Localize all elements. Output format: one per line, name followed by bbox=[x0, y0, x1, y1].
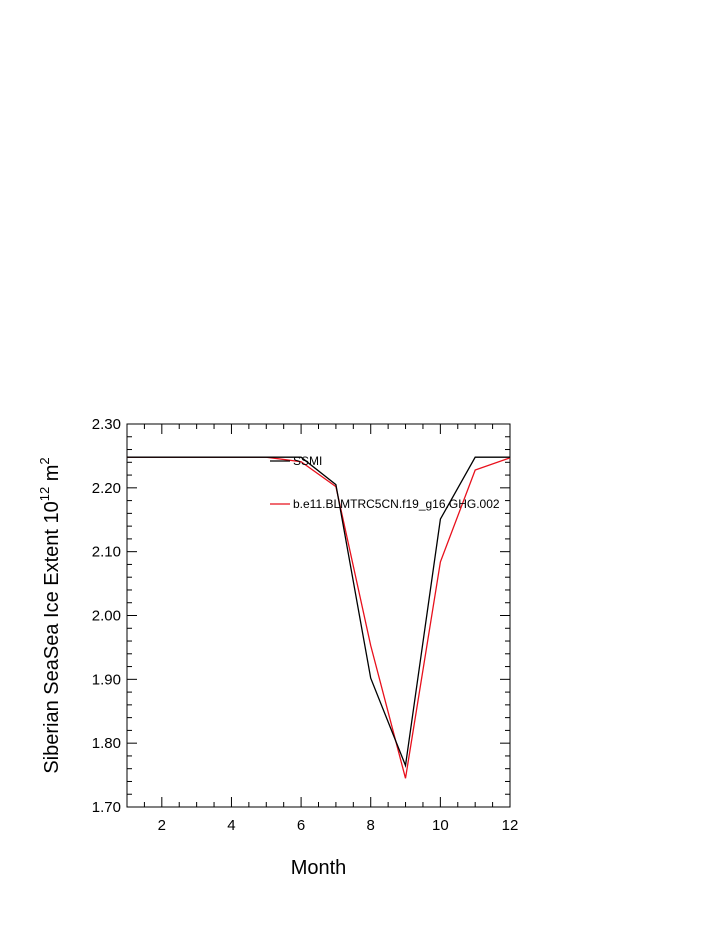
y-axis-title: Siberian SeaSea Ice Extent 1012 m2 bbox=[37, 457, 63, 773]
y-axis-title-exp2: 2 bbox=[37, 457, 52, 464]
svg-text:Siberian SeaSea Ice Extent 101: Siberian SeaSea Ice Extent 1012 m2 bbox=[37, 457, 63, 773]
x-tick-label: 8 bbox=[367, 817, 375, 834]
x-tick-label: 4 bbox=[227, 817, 235, 834]
series-line-ssmi bbox=[127, 456, 510, 769]
legend-label: SSMI bbox=[293, 454, 322, 468]
x-tick-label: 12 bbox=[502, 817, 519, 834]
y-tick-label: 2.10 bbox=[92, 544, 121, 561]
x-tick-label: 6 bbox=[297, 817, 305, 834]
y-axis-title-main: Siberian SeaSea Ice Extent 10 bbox=[41, 501, 63, 773]
legend-label: b.e11.BLMTRC5CN.f19_g16.GHG.002 bbox=[293, 497, 500, 511]
y-tick-label: 1.80 bbox=[92, 735, 121, 752]
plot-area bbox=[126, 423, 511, 808]
y-tick-label: 2.30 bbox=[92, 416, 121, 433]
y-tick-label: 1.90 bbox=[92, 671, 121, 688]
x-tick-label: 2 bbox=[158, 817, 166, 834]
y-axis-ticks: 1.70 1.80 1.90 2.00 2.10 2.20 2.30 bbox=[92, 416, 510, 816]
legend: SSMI b.e11.BLMTRC5CN.f19_g16.GHG.002 bbox=[270, 454, 500, 511]
y-axis-title-unit: m bbox=[41, 465, 63, 487]
series-lines bbox=[127, 456, 511, 779]
y-axis-title-exp1: 12 bbox=[37, 487, 52, 501]
x-axis-ticks: 2 4 6 8 10 12 bbox=[126, 424, 519, 834]
x-tick-label: 10 bbox=[432, 817, 449, 834]
y-tick-label: 1.70 bbox=[92, 799, 121, 816]
y-tick-label: 2.00 bbox=[92, 608, 121, 625]
y-tick-label: 2.20 bbox=[92, 480, 121, 497]
x-axis-title: Month bbox=[291, 857, 347, 879]
plot-frame bbox=[126, 423, 511, 808]
